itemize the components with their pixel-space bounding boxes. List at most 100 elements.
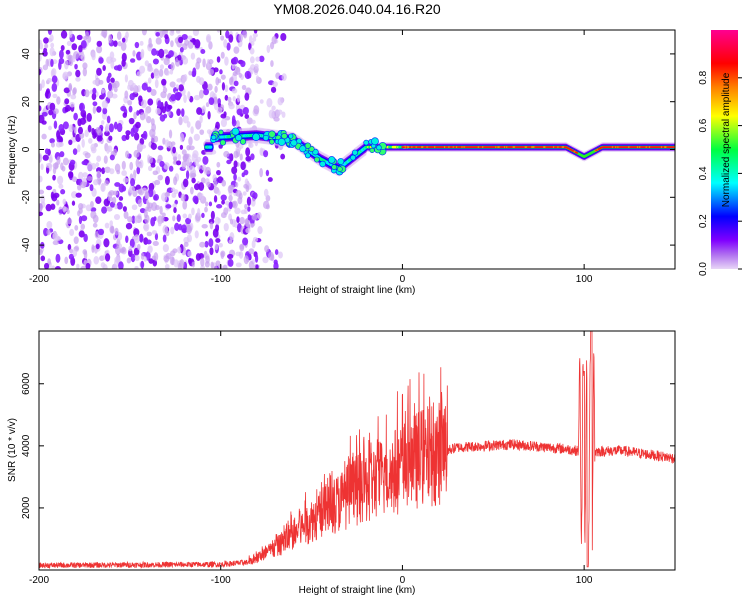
spectrogram-noise-mark <box>56 96 61 105</box>
spectrogram-blob-mark <box>268 130 276 138</box>
spectrogram-noise-mark <box>141 82 148 91</box>
spectrogram-noise-mark <box>71 43 78 51</box>
spectrogram-noise-mark <box>242 191 247 196</box>
spectrogram-noise-mark <box>75 76 81 82</box>
spectrogram-noise-mark <box>47 30 53 35</box>
spectrogram-noise-mark <box>251 119 256 125</box>
spectrogram-noise-mark <box>157 174 163 181</box>
spectrogram-noise-mark <box>96 67 102 76</box>
spectrogram-noise-mark <box>194 230 199 239</box>
spectrogram-noise-mark <box>252 36 257 42</box>
spectrogram-noise-mark <box>144 191 150 200</box>
spectrogram-noise-mark <box>95 162 100 167</box>
spectrogram-blob-mark <box>328 156 336 164</box>
spectrogram-noise-mark <box>231 166 238 175</box>
spectrogram-noise-mark <box>66 218 73 225</box>
spectrogram-noise-mark <box>104 222 110 229</box>
spectrogram-noise-mark <box>146 231 153 237</box>
spectrogram-noise-mark <box>210 261 214 269</box>
spectrogram-noise-mark <box>81 138 85 148</box>
spectrogram-noise-mark <box>87 124 92 133</box>
spectrogram-noise-mark <box>194 39 201 49</box>
snr-x-label: Height of straight line (km) <box>299 585 416 596</box>
spectrogram-noise-mark <box>165 204 172 209</box>
spectrogram-noise-mark <box>39 68 42 76</box>
spectrogram-noise-mark <box>45 203 52 212</box>
spectrogram-noise-mark <box>208 201 213 207</box>
spectrogram-noise-mark <box>121 37 126 43</box>
spectrogram-noise-mark <box>82 67 88 77</box>
spectrogram-noise-mark <box>191 177 196 184</box>
spectrogram-noise-mark <box>113 80 120 89</box>
spectrogram-noise-mark <box>190 172 197 178</box>
spectrogram-noise-mark <box>182 115 189 124</box>
spectrogram-noise-mark <box>201 212 205 218</box>
spectrogram-noise-mark <box>64 98 70 105</box>
snr-y-tick-label: 6000 <box>21 372 32 395</box>
spectrogram-noise-mark <box>223 39 228 48</box>
colorbar-tick-label: 0.8 <box>698 70 709 84</box>
spectrogram-noise-mark <box>116 201 123 210</box>
spectrogram-noise-mark <box>74 225 79 231</box>
spectrogram-noise-mark <box>60 45 65 51</box>
spectrogram-noise-mark <box>39 189 45 195</box>
spectrogram-noise-mark <box>264 245 270 253</box>
spectrogram-noise-mark <box>74 63 78 70</box>
spectrogram-noise-mark <box>46 229 51 236</box>
spectrogram-noise-mark <box>109 154 115 161</box>
spectrogram-noise-mark <box>256 212 262 220</box>
spectrogram-noise-mark <box>180 193 186 202</box>
spectrogram-noise-mark <box>181 149 187 156</box>
spectrogram-noise-mark <box>225 30 230 39</box>
spectrogram-noise-mark <box>215 77 220 86</box>
spectrogram-noise-mark <box>130 127 135 137</box>
spectrogram-noise-mark <box>128 186 136 194</box>
spectrogram-noise-mark <box>182 200 188 210</box>
spectrogram-noise-mark <box>39 42 44 50</box>
spectrogram-noise-mark <box>88 138 93 144</box>
spectrogram-noise-mark <box>109 168 115 175</box>
spectrogram-noise-mark <box>263 150 269 158</box>
spectrogram-noise-mark <box>201 223 208 229</box>
spectrogram-noise-mark <box>101 167 106 175</box>
spectrogram-noise-mark <box>80 181 87 189</box>
spectrogram-noise-mark <box>147 77 152 84</box>
spectrogram-noise-mark <box>141 30 147 36</box>
spectrogram-noise-mark <box>39 203 43 212</box>
spectrogram-noise-mark <box>239 244 245 252</box>
spectrogram-noise-mark <box>114 227 119 236</box>
spectrogram-noise-mark <box>91 51 96 58</box>
spectrogram-noise-mark <box>251 240 256 249</box>
spectrogram-noise-mark <box>58 136 64 144</box>
spectrogram-noise-mark <box>50 69 55 78</box>
spectrogram-noise-mark <box>49 138 55 144</box>
spectrogram-noise-mark <box>125 130 131 136</box>
spectrogram-noise-mark <box>147 245 153 254</box>
spectrogram-noise-mark <box>40 255 46 262</box>
snr-y-tick-label: 4000 <box>21 434 32 457</box>
spectrogram-noise-mark <box>120 41 127 51</box>
spectrogram-blob-mark <box>331 164 337 170</box>
spectrogram-noise-mark <box>228 34 234 43</box>
spectrogram-blob-mark <box>262 134 269 141</box>
spectrogram-noise-mark <box>77 126 84 135</box>
spectrogram-noise-mark <box>249 47 255 55</box>
spectrogram-noise-mark <box>238 72 242 78</box>
spectrogram-noise-mark <box>255 264 259 269</box>
colorbar-gradient <box>711 30 738 269</box>
spectrogram-noise-mark <box>188 213 192 220</box>
spectrogram-noise-mark <box>96 45 103 54</box>
spectrogram-noise-mark <box>72 148 78 156</box>
spectrogram-noise-mark <box>71 55 76 63</box>
spectrogram-noise-mark <box>200 177 206 184</box>
spectrogram-blob-mark <box>304 152 311 159</box>
spectrogram-blob-mark <box>288 133 294 139</box>
spectrogram-noise-mark <box>46 88 50 94</box>
spectrogram-noise-mark <box>220 251 225 260</box>
spectrogram-peak-mark <box>672 146 675 148</box>
spectrogram-noise-mark <box>66 209 70 214</box>
spectrogram-noise-mark <box>98 57 104 64</box>
spectrogram-noise-mark <box>262 200 270 210</box>
spectrogram-noise-mark <box>213 265 218 269</box>
